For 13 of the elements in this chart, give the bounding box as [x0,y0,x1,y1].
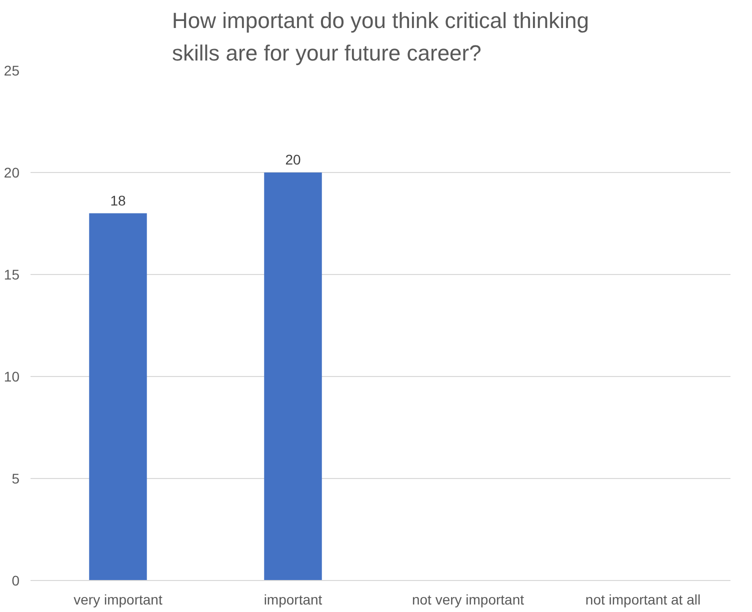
y-tick-label: 10 [4,368,20,384]
y-tick-label: 0 [12,572,20,588]
y-tick-label: 25 [4,62,20,78]
y-tick-label: 5 [12,470,20,486]
data-label: 18 [110,192,126,208]
y-tick-label: 15 [4,266,20,282]
x-tick-label: not important at all [585,592,701,608]
data-label: 20 [285,152,301,168]
chart-title: How important do you think critical thinking skills are for your future career? [172,8,589,66]
y-tick-label: 20 [4,164,20,180]
x-tick-label: important [264,592,322,608]
x-tick-label: not very important [412,592,524,608]
x-tick-label: very important [74,592,162,608]
